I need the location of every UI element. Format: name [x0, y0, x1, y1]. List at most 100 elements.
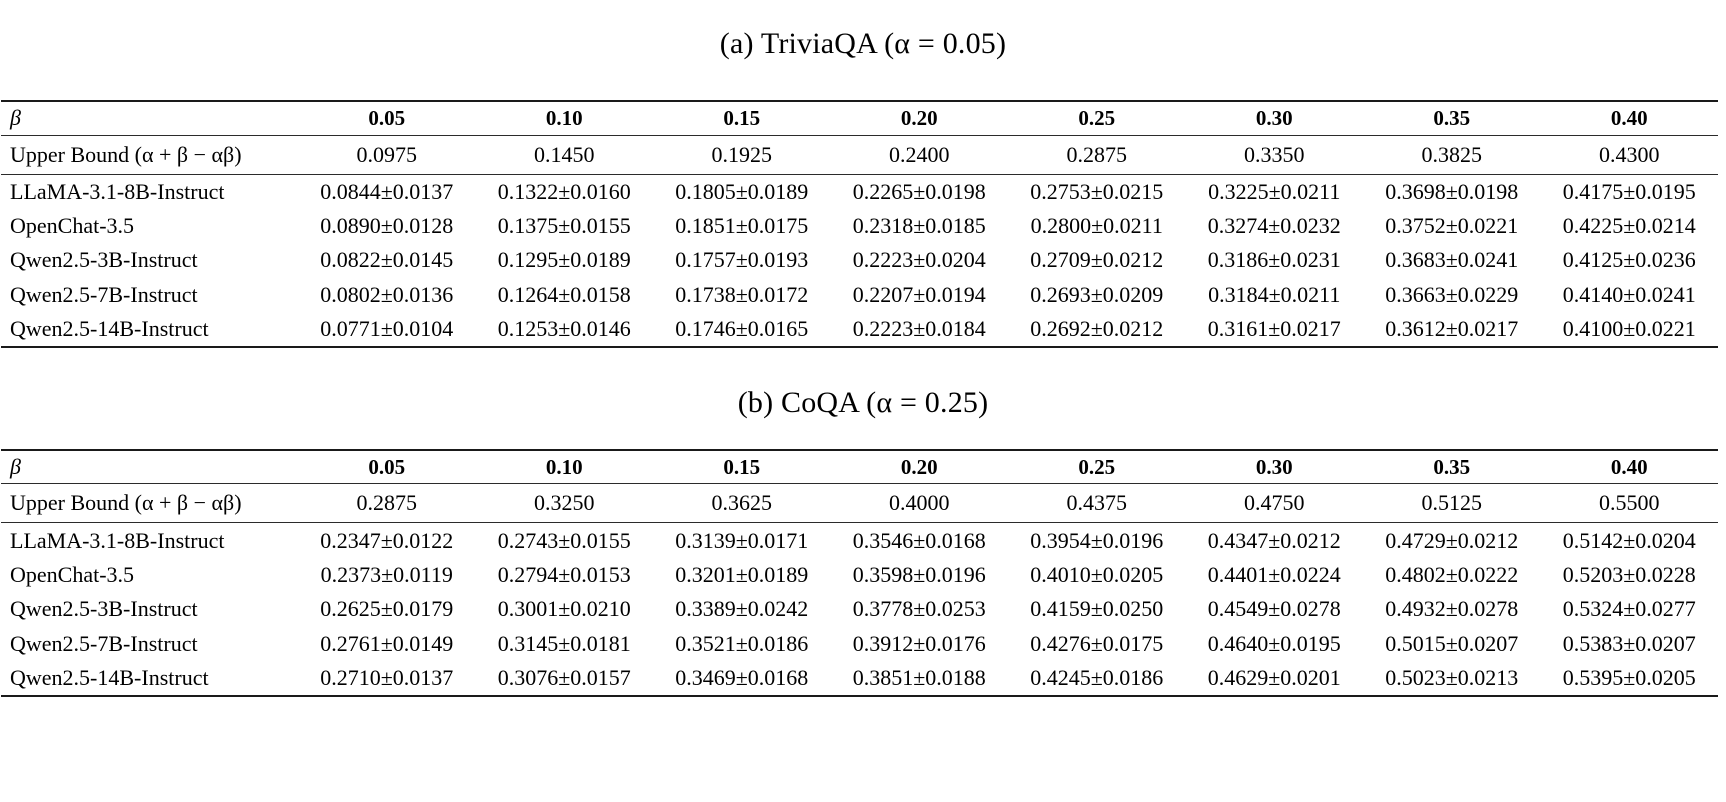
- model-name: Qwen2.5-14B-Instruct: [10, 665, 209, 691]
- result-cell: 0.3683±0.0241: [1385, 247, 1519, 273]
- result-cell: 0.3612±0.0217: [1385, 316, 1519, 342]
- table-a-beta-header-row: β 0.05 0.10 0.15 0.20 0.25 0.30 0.35 0.4…: [1, 101, 1718, 135]
- beta-value-col-7: 0.35: [1433, 105, 1471, 130]
- result-cell: 0.2318±0.0185: [852, 212, 986, 238]
- table-row: Qwen2.5-14B-Instruct 0.2710±0.0137 0.307…: [1, 661, 1718, 696]
- upper-bound-value: 0.0975: [356, 141, 418, 167]
- result-cell: 0.3752±0.0221: [1385, 212, 1519, 238]
- table-row: Qwen2.5-7B-Instruct 0.0802±0.0136 0.1264…: [1, 278, 1718, 313]
- result-cell: 0.4549±0.0278: [1207, 596, 1341, 622]
- result-cell: 0.1295±0.0189: [497, 247, 631, 273]
- result-cell: 0.4100±0.0221: [1562, 316, 1696, 342]
- beta-label: β: [10, 454, 21, 480]
- model-name: LLaMA-3.1-8B-Instruct: [10, 527, 225, 553]
- table-row: LLaMA-3.1-8B-Instruct 0.2347±0.0122 0.27…: [1, 523, 1718, 558]
- result-cell: 0.2265±0.0198: [852, 178, 986, 204]
- result-cell: 0.2625±0.0179: [320, 596, 454, 622]
- result-cell: 0.4347±0.0212: [1207, 527, 1341, 553]
- result-cell: 0.5395±0.0205: [1562, 665, 1696, 691]
- beta-label: β: [10, 105, 21, 131]
- model-name: OpenChat-3.5: [10, 561, 135, 587]
- result-cell: 0.4640±0.0195: [1207, 631, 1341, 657]
- beta-value-col-8: 0.40: [1610, 105, 1648, 130]
- table-row: OpenChat-3.5 0.0890±0.0128 0.1375±0.0155…: [1, 209, 1718, 244]
- result-cell: 0.4276±0.0175: [1030, 631, 1164, 657]
- result-cell: 0.4932±0.0278: [1385, 596, 1519, 622]
- model-name: Qwen2.5-7B-Instruct: [10, 282, 198, 308]
- upper-bound-value: 0.3825: [1421, 141, 1483, 167]
- upper-bound-value: 0.1450: [534, 141, 595, 167]
- result-cell: 0.0771±0.0104: [320, 316, 454, 342]
- table-a-caption: (a) TriviaQA (α = 0.05): [719, 27, 1007, 60]
- upper-bound-value: 0.3625: [711, 490, 773, 516]
- table-row: Qwen2.5-3B-Instruct 0.2625±0.0179 0.3001…: [1, 592, 1718, 627]
- upper-bound-value: 0.3350: [1244, 141, 1305, 167]
- result-cell: 0.0802±0.0136: [320, 282, 454, 308]
- result-cell: 0.4175±0.0195: [1562, 178, 1696, 204]
- result-cell: 0.1757±0.0193: [675, 247, 809, 273]
- result-cell: 0.2223±0.0184: [852, 316, 986, 342]
- result-cell: 0.3778±0.0253: [852, 596, 986, 622]
- result-cell: 0.2692±0.0212: [1030, 316, 1164, 342]
- result-cell: 0.3145±0.0181: [497, 631, 631, 657]
- table-row: LLaMA-3.1-8B-Instruct 0.0844±0.0137 0.13…: [1, 174, 1718, 209]
- result-cell: 0.5203±0.0228: [1562, 561, 1696, 587]
- result-cell: 0.0822±0.0145: [320, 247, 454, 273]
- result-cell: 0.2800±0.0211: [1030, 212, 1163, 238]
- upper-bound-value: 0.5500: [1599, 490, 1660, 516]
- result-cell: 0.3698±0.0198: [1385, 178, 1519, 204]
- beta-value-col-2: 0.10: [545, 105, 583, 130]
- beta-value-col-6: 0.30: [1255, 105, 1293, 130]
- result-cell: 0.3469±0.0168: [675, 665, 809, 691]
- result-cell: 0.4729±0.0212: [1385, 527, 1519, 553]
- upper-bound-label: Upper Bound (α + β − αβ): [10, 141, 242, 167]
- result-cell: 0.4125±0.0236: [1562, 247, 1696, 273]
- result-cell: 0.3076±0.0157: [497, 665, 631, 691]
- beta-value-col-2: 0.10: [545, 454, 583, 479]
- upper-bound-value: 0.1925: [711, 141, 773, 167]
- upper-bound-label: Upper Bound (α + β − αβ): [10, 490, 242, 516]
- upper-bound-value: 0.2875: [1066, 141, 1128, 167]
- result-cell: 0.0890±0.0128: [320, 212, 454, 238]
- result-cell: 0.4159±0.0250: [1030, 596, 1164, 622]
- upper-bound-value: 0.4750: [1244, 490, 1305, 516]
- result-cell: 0.2373±0.0119: [320, 561, 453, 587]
- beta-value-col-3: 0.15: [723, 454, 761, 479]
- model-name: LLaMA-3.1-8B-Instruct: [10, 178, 225, 204]
- table-b-upper-bound-row: Upper Bound (α + β − αβ) 0.2875 0.3250 0…: [1, 484, 1718, 523]
- table-b-caption: (b) CoQA (α = 0.25): [737, 385, 989, 419]
- result-cell: 0.3954±0.0196: [1030, 527, 1164, 553]
- result-cell: 0.1253±0.0146: [497, 316, 631, 342]
- result-cell: 0.3001±0.0210: [497, 596, 631, 622]
- upper-bound-value: 0.5125: [1421, 490, 1483, 516]
- table-a: β 0.05 0.10 0.15 0.20 0.25 0.30 0.35 0.4…: [1, 100, 1718, 348]
- model-name: Qwen2.5-3B-Instruct: [10, 596, 198, 622]
- result-cell: 0.2347±0.0122: [320, 527, 454, 553]
- paper-figure: (a) TriviaQA (α = 0.05) β 0.05 0.10 0.15…: [0, 22, 1726, 697]
- upper-bound-value: 0.4375: [1066, 490, 1128, 516]
- result-cell: 0.2743±0.0155: [497, 527, 631, 553]
- result-cell: 0.2710±0.0137: [320, 665, 454, 691]
- result-cell: 0.5383±0.0207: [1562, 631, 1696, 657]
- result-cell: 0.3663±0.0229: [1385, 282, 1519, 308]
- result-cell: 0.2794±0.0153: [497, 561, 631, 587]
- result-cell: 0.4225±0.0214: [1562, 212, 1696, 238]
- result-cell: 0.3598±0.0196: [852, 561, 986, 587]
- result-cell: 0.1322±0.0160: [497, 178, 631, 204]
- result-cell: 0.1375±0.0155: [497, 212, 631, 238]
- beta-value-col-5: 0.25: [1078, 454, 1116, 479]
- result-cell: 0.3139±0.0171: [675, 527, 809, 553]
- upper-bound-value: 0.4000: [889, 490, 950, 516]
- model-name: Qwen2.5-7B-Instruct: [10, 631, 198, 657]
- table-a-upper-bound-row: Upper Bound (α + β − αβ) 0.0975 0.1450 0…: [1, 135, 1718, 174]
- beta-value-col-1: 0.05: [368, 105, 406, 130]
- result-cell: 0.4802±0.0222: [1385, 561, 1519, 587]
- table-row: Qwen2.5-14B-Instruct 0.0771±0.0104 0.125…: [1, 312, 1718, 347]
- result-cell: 0.3546±0.0168: [852, 527, 986, 553]
- result-cell: 0.4140±0.0241: [1562, 282, 1696, 308]
- result-cell: 0.2709±0.0212: [1030, 247, 1164, 273]
- upper-bound-value: 0.4300: [1599, 141, 1660, 167]
- result-cell: 0.4401±0.0224: [1207, 561, 1341, 587]
- result-cell: 0.1851±0.0175: [675, 212, 809, 238]
- result-cell: 0.0844±0.0137: [320, 178, 454, 204]
